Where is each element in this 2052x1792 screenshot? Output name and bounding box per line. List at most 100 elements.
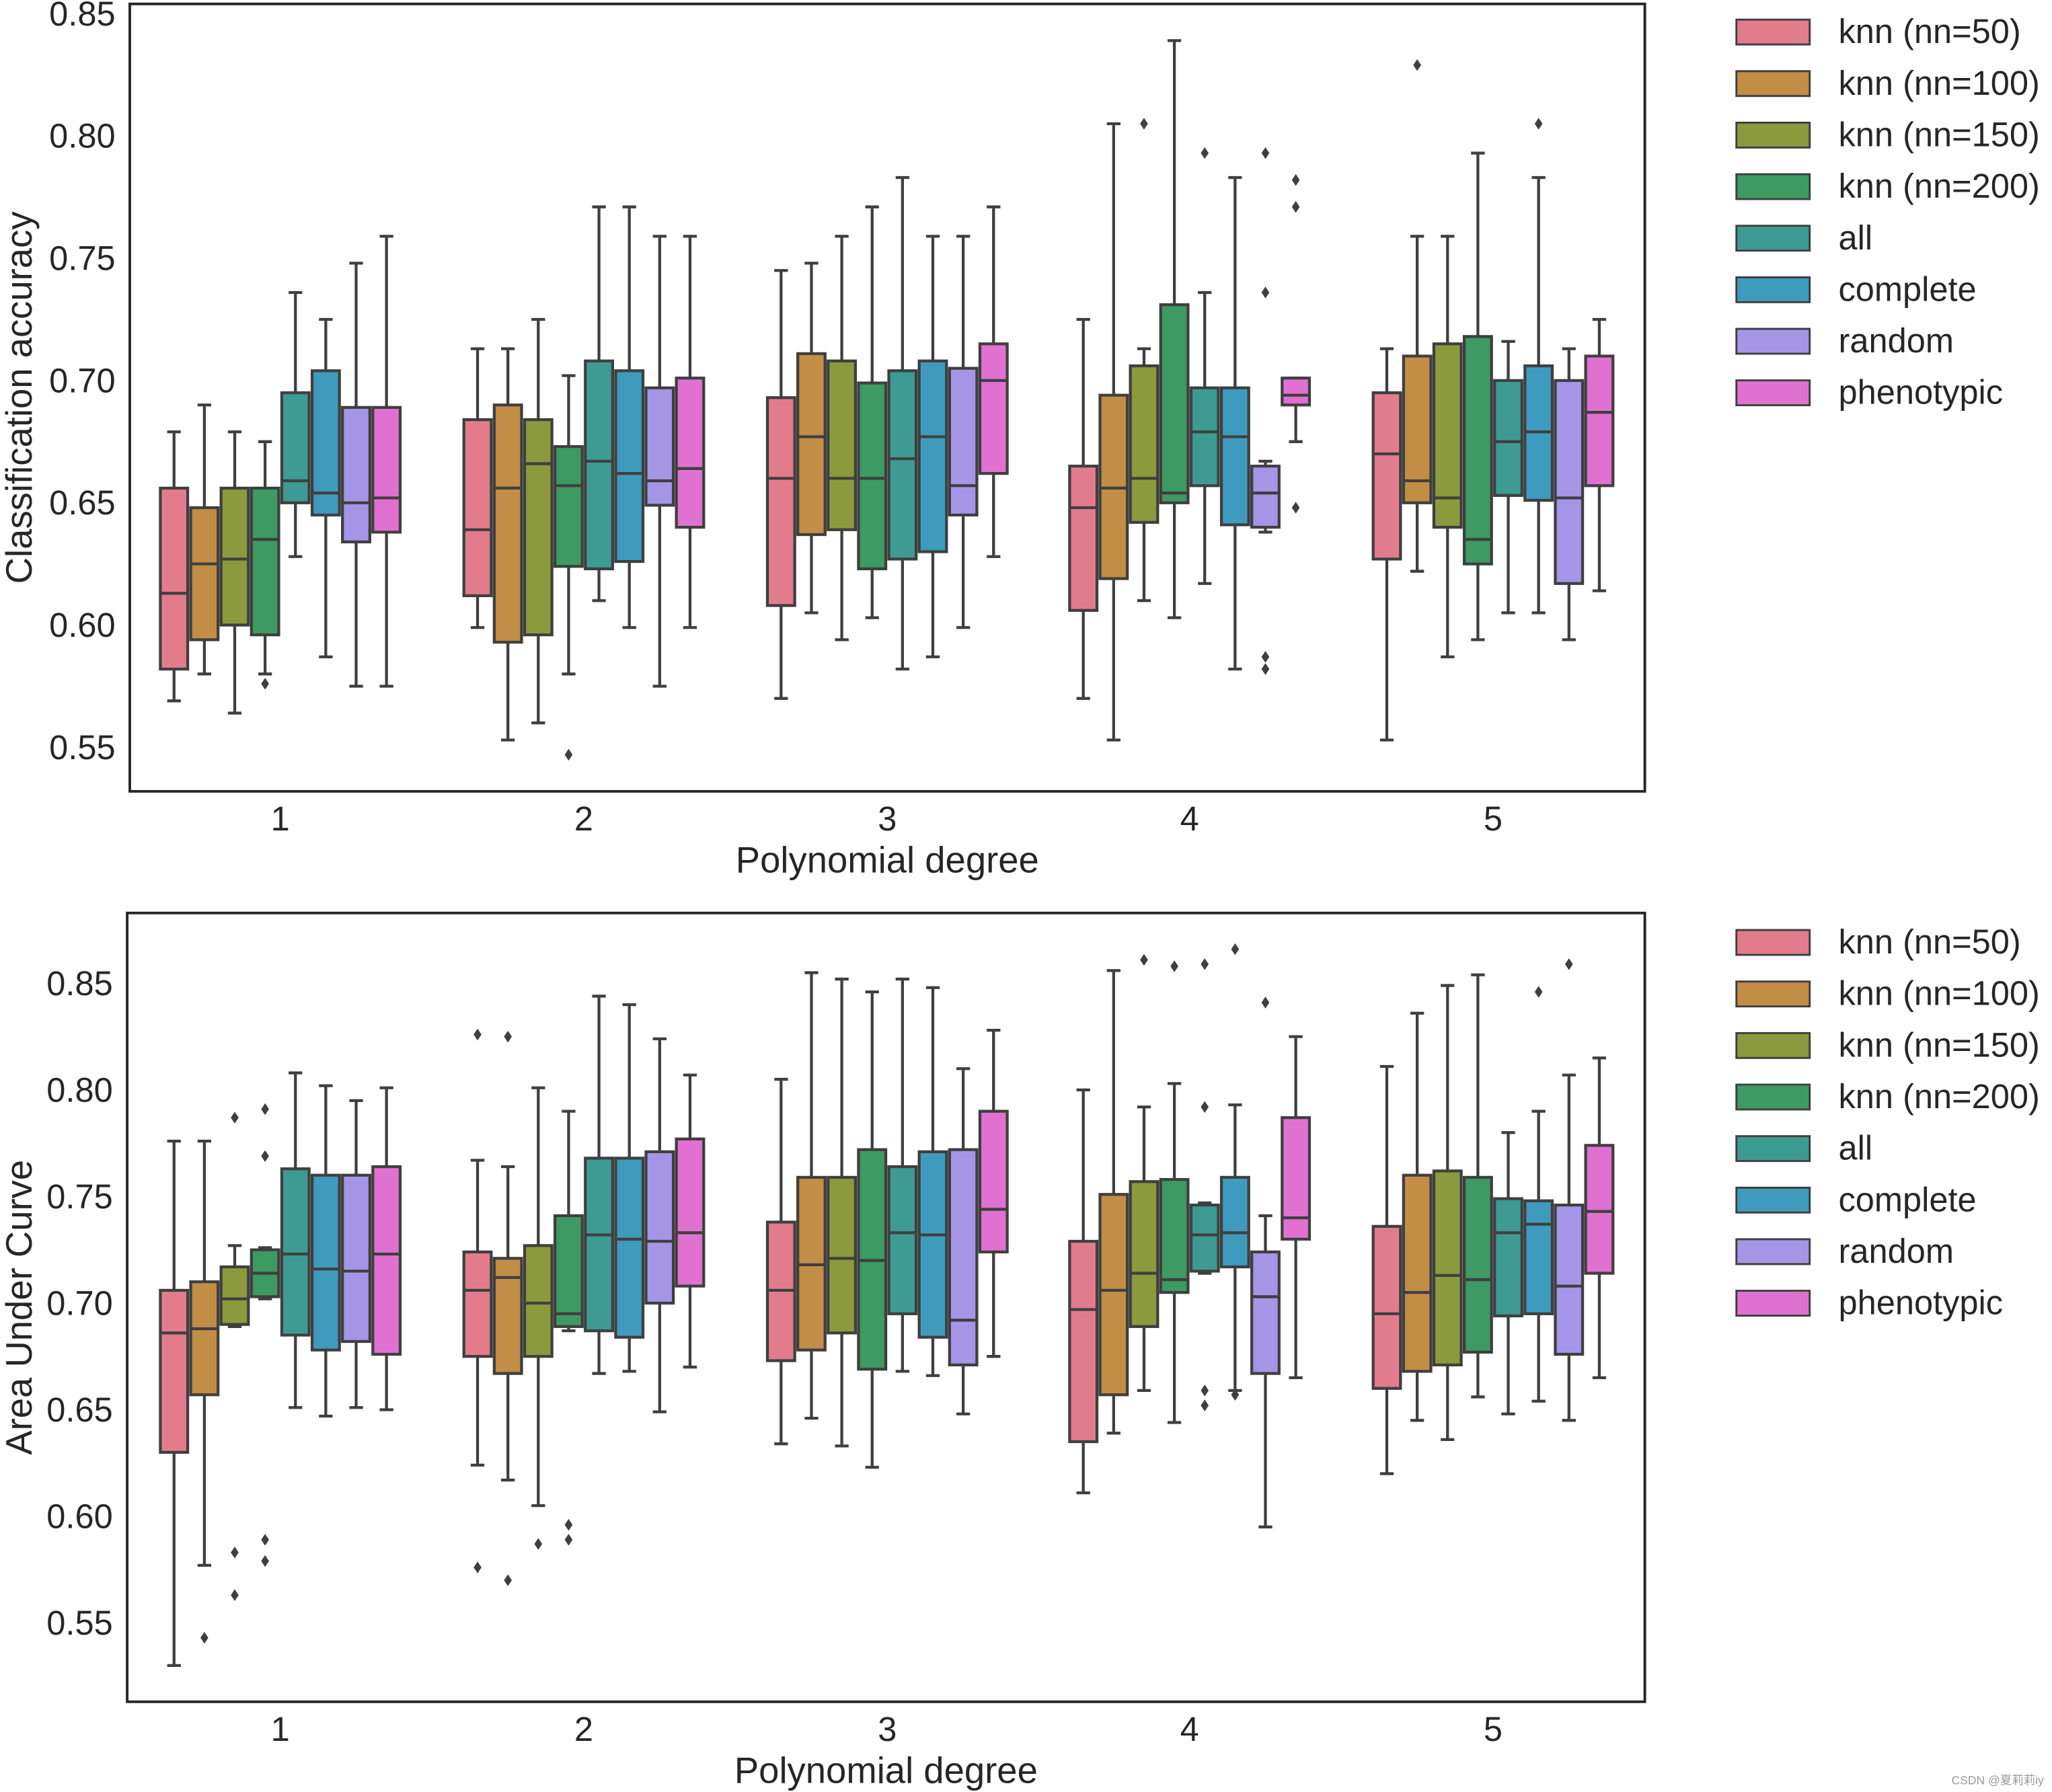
legend-item: knn (nn=150) xyxy=(1735,115,2040,153)
y-tick-label: 0.85 xyxy=(46,964,112,1003)
legend-item: random xyxy=(1735,321,1954,360)
box-knn-nn-150--degree-3 xyxy=(827,977,858,1448)
iqr-box xyxy=(1159,1177,1190,1294)
iqr-box xyxy=(644,1150,675,1305)
box-phenotypic-degree-4 xyxy=(1281,1035,1312,1380)
y-axis-label: Area Under Curve xyxy=(0,1160,40,1455)
outlier-point xyxy=(1534,986,1543,998)
box-phenotypic-degree-3 xyxy=(978,1029,1009,1358)
legend-label: knn (nn=150) xyxy=(1839,1025,2040,1064)
box-knn-nn-200--degree-3 xyxy=(857,205,888,619)
iqr-box xyxy=(1098,1193,1129,1397)
box-all-degree-2 xyxy=(584,205,615,602)
box-all-degree-4 xyxy=(1189,958,1220,1411)
legend-swatch xyxy=(1735,173,1811,200)
iqr-box xyxy=(341,405,371,544)
iqr-box xyxy=(159,486,190,671)
axes-frame xyxy=(128,2,1646,793)
outlier-point xyxy=(1201,1385,1209,1397)
iqr-box xyxy=(1584,354,1615,488)
box-phenotypic-degree-1 xyxy=(371,1086,402,1411)
box-knn-nn-200--degree-5 xyxy=(1462,973,1493,1399)
iqr-box xyxy=(917,1150,948,1339)
outlier-point xyxy=(1201,958,1209,970)
legend-item: phenotypic xyxy=(1735,1284,2004,1322)
outlier-point xyxy=(1291,200,1300,213)
outlier-point xyxy=(261,678,269,690)
iqr-box xyxy=(280,391,311,504)
box-complete-degree-1 xyxy=(310,317,341,658)
iqr-box xyxy=(1159,303,1190,504)
box-knn-nn-50--degree-5 xyxy=(1371,347,1402,742)
iqr-box xyxy=(887,1165,918,1315)
box-knn-nn-150--degree-5 xyxy=(1432,984,1463,1441)
box-knn-nn-50--degree-1 xyxy=(159,1139,190,1668)
box-knn-nn-50--degree-2 xyxy=(462,347,493,629)
iqr-box xyxy=(341,1173,371,1343)
box-knn-nn-100--degree-1 xyxy=(189,1139,220,1644)
box-complete-degree-3 xyxy=(917,235,948,658)
legend-item: knn (nn=200) xyxy=(1735,167,2040,205)
y-tick-label: 0.55 xyxy=(49,728,115,767)
iqr-box xyxy=(1584,1144,1615,1275)
iqr-box xyxy=(371,405,402,534)
box-knn-nn-200--degree-4 xyxy=(1159,960,1190,1424)
box-knn-nn-100--degree-2 xyxy=(492,1030,523,1586)
box-complete-degree-5 xyxy=(1523,986,1554,1403)
box-knn-nn-200--degree-4 xyxy=(1159,39,1190,619)
iqr-box xyxy=(310,369,341,517)
outlier-point xyxy=(473,1561,482,1573)
outlier-point xyxy=(1261,147,1270,159)
iqr-box xyxy=(948,1148,979,1367)
iqr-box xyxy=(827,1175,858,1335)
box-knn-nn-200--degree-3 xyxy=(857,990,888,1469)
legend-swatch xyxy=(1735,1135,1811,1163)
box-random-degree-2 xyxy=(644,235,675,688)
x-tick-label: 4 xyxy=(1180,1710,1199,1748)
box-all-degree-1 xyxy=(280,1071,311,1409)
iqr-box xyxy=(857,381,888,571)
box-knn-nn-150--degree-1 xyxy=(219,1112,250,1602)
legend-label: knn (nn=100) xyxy=(1839,974,2040,1013)
iqr-box xyxy=(1189,1203,1220,1273)
outlier-point xyxy=(564,1534,573,1546)
box-all-degree-3 xyxy=(887,977,918,1373)
iqr-box xyxy=(553,1214,584,1328)
y-tick-label: 0.60 xyxy=(46,1497,112,1535)
legend-label: phenotypic xyxy=(1839,1284,2004,1322)
outlier-point xyxy=(564,1518,573,1531)
outlier-point xyxy=(1291,173,1300,186)
iqr-box xyxy=(1129,1180,1160,1328)
legend-swatch xyxy=(1735,70,1811,98)
x-tick-label: 5 xyxy=(1484,1710,1503,1748)
box-complete-degree-2 xyxy=(614,205,645,629)
box-phenotypic-degree-2 xyxy=(675,1073,706,1369)
iqr-box xyxy=(614,1157,645,1339)
iqr-box xyxy=(159,1288,190,1454)
box-random-degree-3 xyxy=(948,1067,979,1415)
outlier-point xyxy=(1201,147,1209,159)
legend-item: complete xyxy=(1735,270,1977,308)
iqr-box xyxy=(675,1137,706,1288)
outlier-point xyxy=(473,1028,482,1041)
box-random-degree-5 xyxy=(1554,347,1585,641)
iqr-box xyxy=(614,369,645,563)
y-tick-label: 0.70 xyxy=(46,1284,112,1322)
box-knn-nn-50--degree-1 xyxy=(159,430,190,703)
box-knn-nn-50--degree-2 xyxy=(462,1028,493,1573)
outlier-point xyxy=(261,1534,269,1546)
legend-item: complete xyxy=(1735,1180,1977,1218)
outlier-point xyxy=(1564,958,1573,970)
iqr-box xyxy=(1281,377,1312,407)
iqr-box xyxy=(978,342,1009,475)
legend-swatch xyxy=(1735,1186,1811,1214)
iqr-box xyxy=(1432,342,1463,529)
iqr-box xyxy=(219,486,250,627)
legend-label: knn (nn=150) xyxy=(1839,115,2040,153)
y-tick-label: 0.75 xyxy=(46,1177,112,1216)
iqr-box xyxy=(1371,1224,1402,1390)
x-axis-label: Polynomial degree xyxy=(736,839,1039,880)
iqr-box xyxy=(1189,386,1220,488)
box-complete-degree-1 xyxy=(310,1084,341,1418)
box-knn-nn-200--degree-2 xyxy=(553,374,584,761)
